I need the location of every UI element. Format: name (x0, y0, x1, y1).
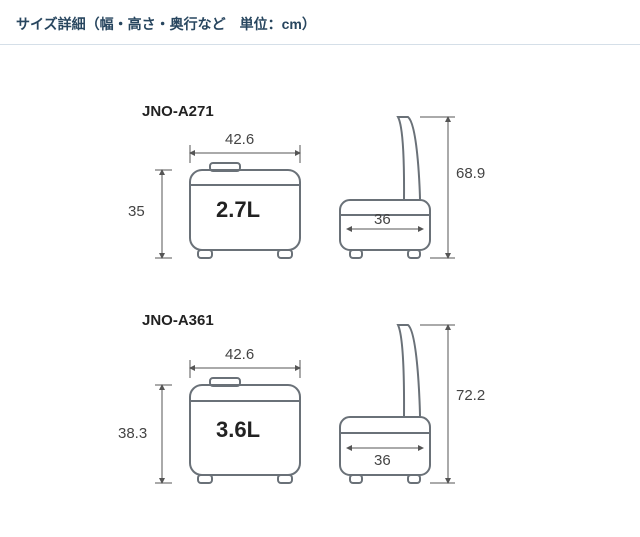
m1-open-dim (420, 117, 455, 258)
m1-open-lbl: 68.9 (456, 165, 485, 182)
section-header: サイズ詳細（幅・高さ・奥行など 単位：cm） (0, 0, 640, 45)
diagram-stage: JNO-A271 42.6 35 2.7L 36 68.9 JNO-A361 4… (0, 45, 640, 525)
m2-open-dim (420, 325, 455, 483)
m1-width-lbl: 42.6 (225, 131, 254, 148)
m1-capacity: 2.7L (216, 197, 260, 223)
m1-side (340, 117, 430, 258)
m2-open-lbl: 72.2 (456, 387, 485, 404)
m1-depth-lbl: 36 (374, 211, 391, 228)
m2-width-lbl: 42.6 (225, 346, 254, 363)
m2-depth-lbl: 36 (374, 452, 391, 469)
m2-height-lbl: 38.3 (118, 425, 147, 442)
m2-name: JNO-A361 (142, 312, 214, 329)
m1-name: JNO-A271 (142, 103, 214, 120)
section-title: サイズ詳細（幅・高さ・奥行など 単位：cm） (16, 16, 316, 32)
m2-capacity: 3.6L (216, 417, 260, 443)
m1-height-dim (155, 170, 172, 258)
diagram-svg (0, 45, 640, 525)
m2-height-dim (155, 385, 172, 483)
m1-height-lbl: 35 (128, 203, 145, 220)
